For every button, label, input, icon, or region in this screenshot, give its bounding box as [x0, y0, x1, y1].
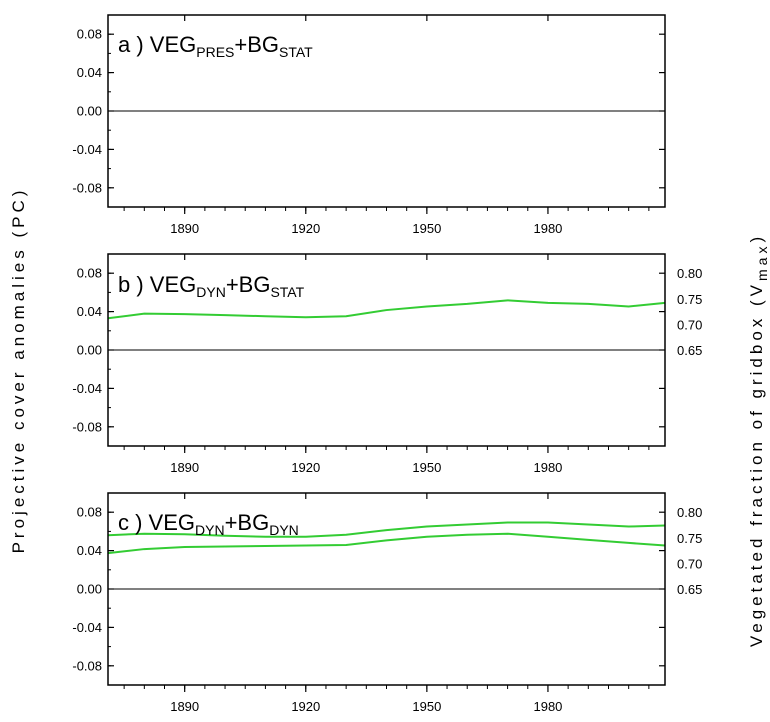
panel-b-label: b ) VEGDYN+BGSTAT [118, 272, 305, 300]
panel-b-xtick-label: 1950 [412, 460, 441, 475]
panel-c-ytick-label: -0.08 [72, 658, 102, 673]
panel-a-xtick-label: 1920 [291, 221, 320, 236]
panel-c-label-mid: +BG [225, 510, 270, 535]
panel-a-label-mid: +BG [234, 32, 279, 57]
panel-a-ytick-label: 0.00 [77, 104, 102, 119]
panel-b-ytick-label: 0.08 [77, 266, 102, 281]
panel-b: b ) VEGDYN+BGSTAT 0.08 0.04 0.00 -0.04 -0.08… [72, 253, 702, 475]
panel-a-ytick-label: -0.04 [72, 142, 102, 157]
panel-c-right-ytick-label: 0.70 [677, 556, 702, 571]
panel-c-ytick-label: 0.04 [77, 543, 102, 558]
panel-b-right-ytick-label: 0.75 [677, 292, 702, 307]
panel-c-right-ytick-label: 0.80 [677, 505, 702, 520]
panel-b-right-ytick-label: 0.70 [677, 317, 702, 332]
panel-b-xtick-label: 1920 [291, 460, 320, 475]
right-axis-label-sub: max [754, 243, 770, 281]
right-axis-label-main: Vegetated fraction of gridbox (V [747, 281, 766, 647]
panel-b-content [107, 299, 666, 351]
panel-b-ytick-label: -0.08 [72, 419, 102, 434]
panel-c-right-ytick-label: 0.75 [677, 531, 702, 546]
panel-c-ticks: 0.08 0.04 0.00 -0.04 -0.08 1890 1920 1950 1980 0.… [72, 492, 702, 714]
panel-a-label-sub1: PRES [196, 44, 234, 60]
panel-a-ytick-label: 0.04 [77, 65, 102, 80]
panel-c-label: c ) VEGDYN+BGDYN [118, 510, 299, 538]
panel-b-right-ytick-label: 0.65 [677, 343, 702, 358]
right-axis-label-close: ) [747, 233, 766, 243]
right-axis-label: Vegetated fraction of gridbox (Vmax) [747, 233, 770, 647]
panel-b-ytick-label: -0.04 [72, 381, 102, 396]
panel-a: a ) VEGPRES+BGSTAT 0.08 0.04 0.00 -0.04 -0.0… [72, 14, 666, 236]
panel-c-label-prefix: c ) VEG [118, 510, 195, 535]
panel-c-ytick-label: 0.00 [77, 582, 102, 597]
panel-b-label-sub2: STAT [270, 284, 304, 300]
panel-b-ticks: 0.08 0.04 0.00 -0.04 -0.08 1890 1920 1950 1980 0.… [72, 253, 702, 475]
panel-a-label-prefix: a ) VEG [118, 32, 196, 57]
panel-a-ticks: 0.08 0.04 0.00 -0.04 -0.08 1890 1920 1950 1980 [72, 14, 665, 236]
panel-c-ytick-label: -0.04 [72, 620, 102, 635]
panel-b-ytick-label: 0.00 [77, 343, 102, 358]
panel-a-ytick-label: 0.08 [77, 27, 102, 42]
left-axis-label: Projective cover anomalies (PC) [9, 187, 28, 554]
panel-a-ytick-label: -0.08 [72, 180, 102, 195]
panel-c-xtick-label: 1980 [533, 699, 562, 714]
panel-c-xtick-label: 1890 [170, 699, 199, 714]
panel-a-xtick-label: 1890 [170, 221, 199, 236]
panel-c-label-sub2: DYN [269, 522, 299, 538]
panel-c-vegetated-fraction-line [107, 532, 666, 555]
panel-b-label-prefix: b ) VEG [118, 272, 196, 297]
panel-a-xtick-label: 1950 [412, 221, 441, 236]
panel-c-ytick-label: 0.08 [77, 505, 102, 520]
panel-c-right-ytick-label: 0.65 [677, 582, 702, 597]
panel-a-label: a ) VEGPRES+BGSTAT [118, 32, 313, 60]
panel-c-vegetated-fraction-line [107, 521, 666, 538]
panel-b-vegetated-fraction-line [107, 299, 666, 320]
panel-b-label-mid: +BG [226, 272, 271, 297]
panel-c-xtick-label: 1950 [412, 699, 441, 714]
panel-c-content [107, 521, 666, 590]
panel-b-right-ytick-label: 0.80 [677, 266, 702, 281]
panel-c: c ) VEGDYN+BGDYN 0.080.040.00-0.04-0.081… [72, 492, 702, 714]
panel-a-xtick-label: 1980 [533, 221, 562, 236]
panel-c-xtick-label: 1920 [291, 699, 320, 714]
panel-b-ytick-label: 0.04 [77, 304, 102, 319]
panel-a-label-sub2: STAT [279, 44, 313, 60]
panel-c-label-sub1: DYN [195, 522, 225, 538]
panel-b-label-sub1: DYN [196, 284, 226, 300]
panel-b-xtick-label: 1980 [533, 460, 562, 475]
panel-b-xtick-label: 1890 [170, 460, 199, 475]
